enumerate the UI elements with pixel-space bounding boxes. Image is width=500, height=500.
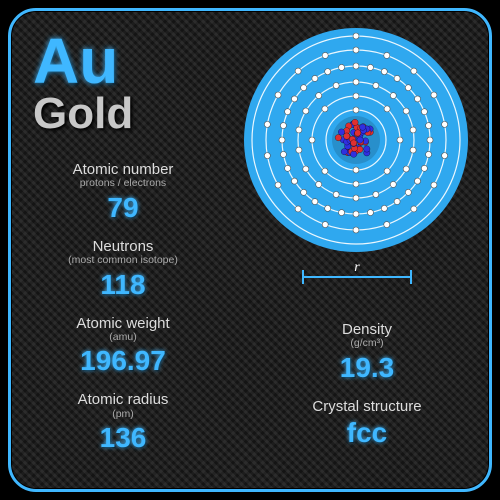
property-label: Atomic number <box>33 161 213 178</box>
properties-right-column: Density(g/cm³) 19.3 Crystal structure fcc <box>267 321 467 463</box>
property-label: Atomic weight <box>33 315 213 332</box>
property-sublabel: (pm) <box>33 409 213 421</box>
property-value: 136 <box>33 422 213 454</box>
property-value: 19.3 <box>267 352 467 384</box>
property-label: Neutrons <box>33 238 213 255</box>
property-block: Atomic numberprotons / electrons 79 <box>33 161 213 224</box>
property-sublabel: protons / electrons <box>33 178 213 190</box>
atom-diagram <box>241 25 471 255</box>
property-block: Atomic weight(amu)196.97 <box>33 315 213 378</box>
property-block: Neutrons(most common isotope) 118 <box>33 238 213 301</box>
property-block: Crystal structure fcc <box>267 398 467 449</box>
property-sublabel: (most common isotope) <box>33 255 213 267</box>
property-sublabel: (amu) <box>33 332 213 344</box>
property-value: 196.97 <box>33 345 213 377</box>
property-block: Density(g/cm³) 19.3 <box>267 321 467 384</box>
property-value: fcc <box>267 417 467 449</box>
property-value: 118 <box>33 269 213 301</box>
properties-left-column: Atomic numberprotons / electrons 79 Neutro… <box>33 161 213 468</box>
property-value: 79 <box>33 192 213 224</box>
property-label: Atomic radius <box>33 391 213 408</box>
svg-text:r: r <box>354 260 360 275</box>
element-card: Au Gold Atomic numberprotons / electrons… <box>8 8 492 492</box>
property-label: Crystal structure <box>267 398 467 415</box>
property-label: Density <box>267 321 467 338</box>
property-sublabel: (g/cm³) <box>267 338 467 350</box>
property-block: Atomic radius(pm)136 <box>33 391 213 454</box>
radius-marker: r <box>247 259 467 285</box>
